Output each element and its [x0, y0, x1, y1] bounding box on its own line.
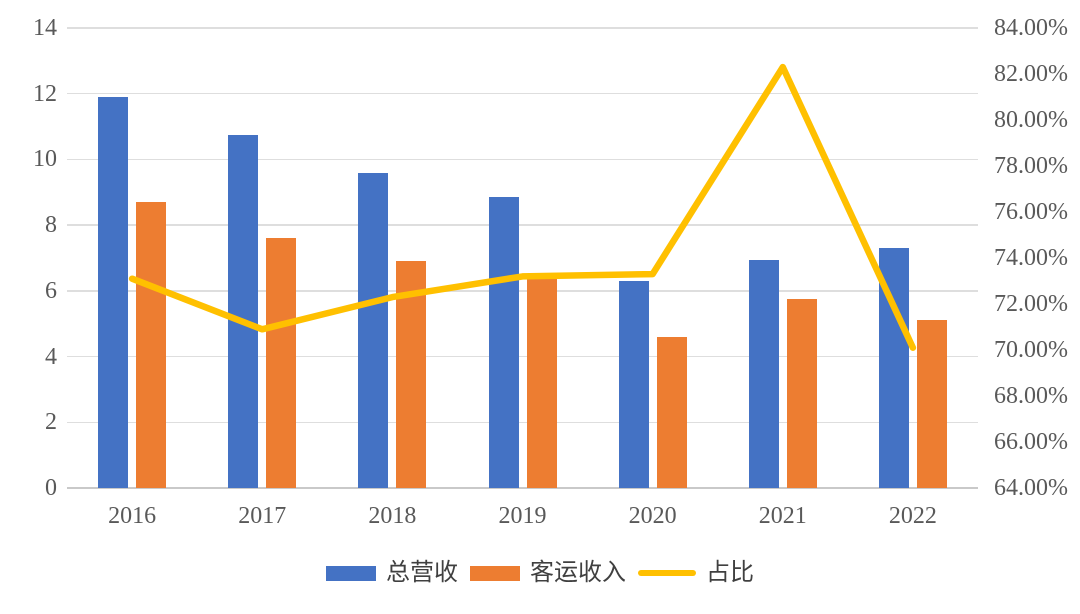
gridline: [67, 27, 978, 29]
right-axis-tick-label: 68.00%: [994, 383, 1068, 409]
legend-item-ratio: 占比: [638, 559, 754, 587]
bar-passenger-revenue-2020: [656, 336, 687, 488]
x-axis-label: 2018: [368, 503, 417, 529]
left-axis-tick-label: 2: [45, 409, 57, 436]
right-axis-tick-label: 64.00%: [994, 475, 1068, 501]
gridline: [67, 92, 978, 95]
gridline: [67, 158, 978, 161]
right-axis-tick-label: 74.00%: [994, 245, 1068, 271]
right-axis-tick-label: 78.00%: [994, 153, 1068, 179]
bar-total-revenue-2017: [228, 134, 259, 488]
bar-total-revenue-2020: [618, 281, 649, 488]
right-axis-tick-label: 66.00%: [994, 429, 1068, 455]
bar-passenger-revenue-2018: [396, 261, 427, 488]
legend-item-passenger-revenue: 客运收入: [470, 559, 626, 587]
bar-total-revenue-2019: [488, 197, 519, 488]
legend-label-passenger-revenue: 客运收入: [530, 560, 626, 586]
bar-passenger-revenue-2021: [786, 299, 817, 488]
bar-total-revenue-2016: [98, 97, 129, 488]
legend-swatch-total-revenue: [326, 565, 376, 581]
gridline: [67, 224, 978, 226]
x-axis-label: 2022: [888, 503, 937, 529]
bar-passenger-revenue-2022: [916, 320, 947, 488]
legend-swatch-ratio-line: [638, 570, 696, 576]
legend-item-total-revenue: 总营收: [326, 559, 458, 587]
left-axis-tick-label: 4: [45, 343, 57, 370]
bar-passenger-revenue-2016: [136, 202, 167, 488]
x-axis-line: [67, 487, 978, 489]
right-axis-tick-label: 72.00%: [994, 291, 1068, 317]
x-axis-label: 2017: [238, 503, 287, 529]
x-axis-label: 2019: [498, 503, 547, 529]
right-axis-tick-label: 82.00%: [994, 61, 1068, 87]
right-axis-tick-label: 84.00%: [994, 15, 1068, 41]
x-axis-label: 2021: [758, 503, 807, 529]
legend-label-ratio: 占比: [706, 560, 754, 586]
legend-swatch-passenger-revenue: [470, 565, 520, 581]
bar-total-revenue-2022: [878, 248, 909, 488]
bar-passenger-revenue-2019: [526, 276, 557, 488]
right-axis-tick-label: 76.00%: [994, 199, 1068, 225]
right-axis-tick-label: 70.00%: [994, 337, 1068, 363]
left-axis-tick-label: 14: [33, 15, 57, 41]
left-axis-tick-label: 12: [33, 80, 57, 107]
bar-total-revenue-2018: [358, 172, 389, 488]
x-axis-label: 2016: [108, 503, 157, 529]
left-axis-tick-label: 6: [45, 277, 57, 304]
legend: 总营收 客运收入 占比: [0, 556, 1080, 590]
bar-total-revenue-2021: [748, 259, 779, 488]
gridline: [67, 290, 978, 292]
left-axis-tick-label: 8: [45, 212, 57, 239]
right-axis-tick-label: 80.00%: [994, 107, 1068, 133]
gridline: [67, 355, 978, 358]
x-axis-label: 2020: [628, 503, 677, 529]
left-axis-tick-label: 10: [33, 146, 57, 173]
legend-label-total-revenue: 总营收: [386, 560, 458, 586]
gridline: [67, 421, 978, 424]
left-axis-tick-label: 0: [45, 475, 57, 501]
bar-passenger-revenue-2017: [266, 238, 297, 488]
